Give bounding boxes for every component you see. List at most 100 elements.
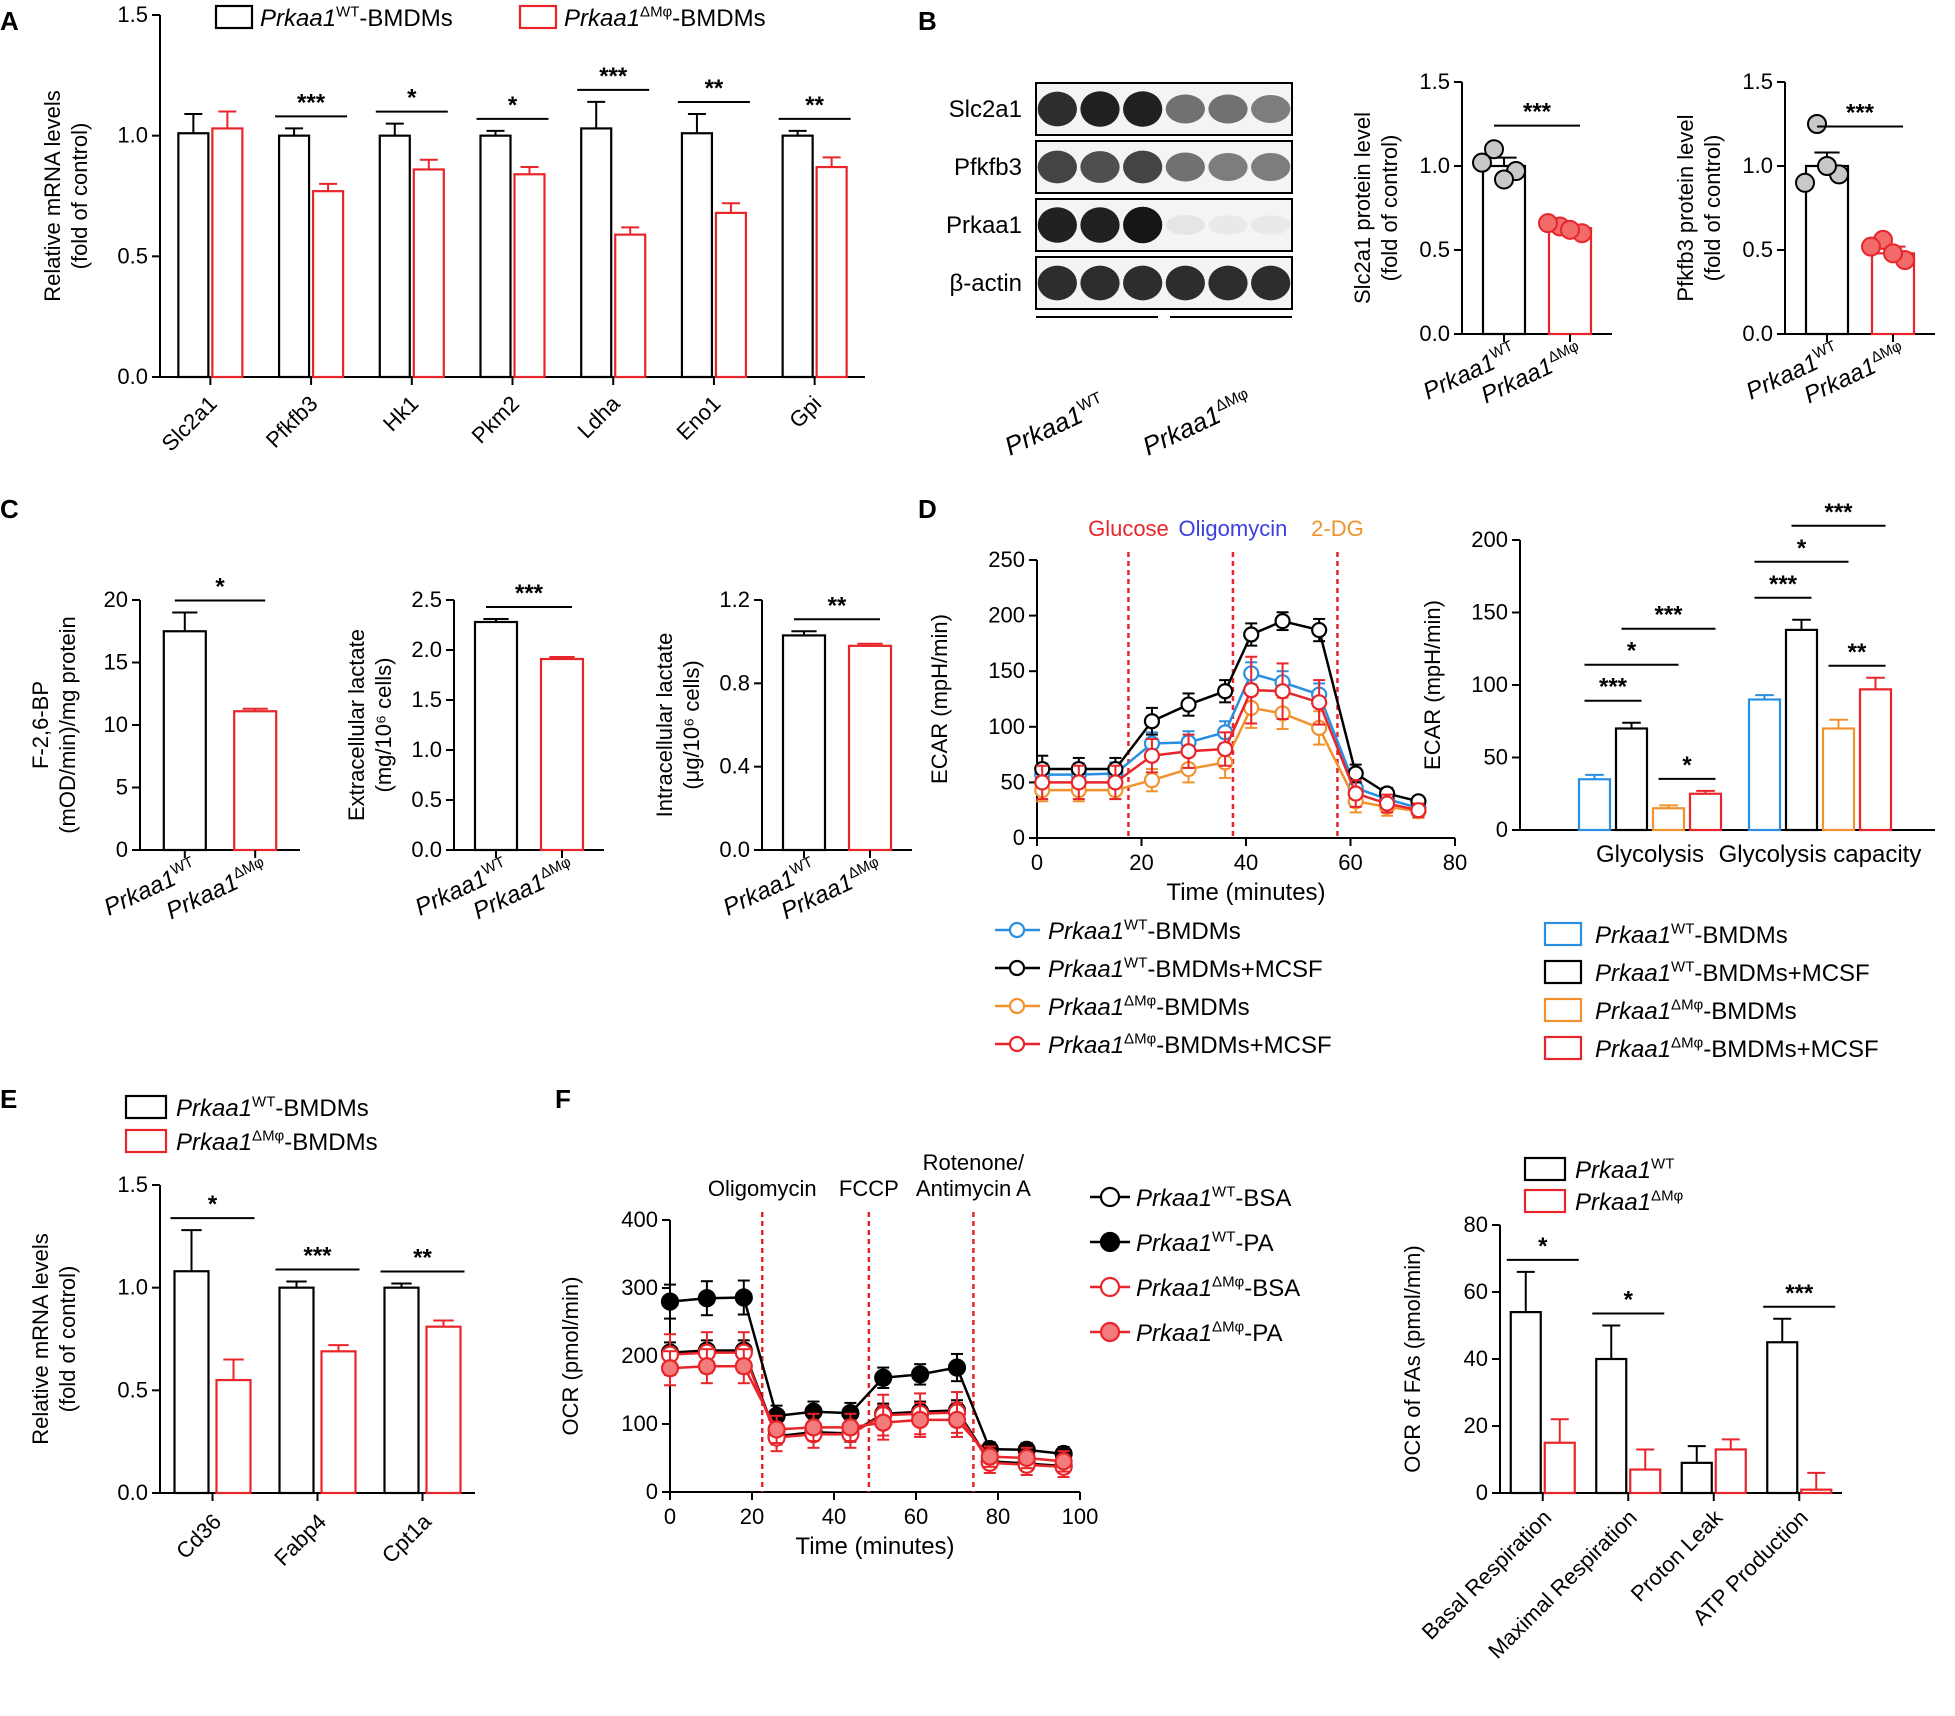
bar-proton-leak-1 xyxy=(1714,1448,1747,1495)
bar-fabp4-0 xyxy=(278,1286,315,1495)
data-point xyxy=(660,1292,680,1311)
blot-band xyxy=(1251,265,1291,301)
y-axis-label: (mg/10⁶ cells) xyxy=(371,658,396,793)
data-point xyxy=(1494,169,1514,190)
bar-pfkfb3-1 xyxy=(311,190,345,379)
bar-basal-respiration-0 xyxy=(1509,1310,1542,1495)
y-tick-label: 0.0 xyxy=(117,1480,148,1505)
panel-label-b: B xyxy=(918,6,937,36)
data-point xyxy=(1243,682,1260,699)
panel-label-d: D xyxy=(918,494,937,524)
bar-wt xyxy=(473,620,519,852)
y-tick-label: 50 xyxy=(1484,745,1508,770)
chart-d-ecar-summary: 0 50 100 150 200 ECAR (mpH/min) Glycolysis Glyc… xyxy=(1420,499,1935,1063)
data-point xyxy=(874,1413,893,1432)
blot-row-prkaa1 xyxy=(1035,198,1293,252)
legend-label: Prkaa1WT-BMDMs xyxy=(1595,920,1788,949)
bar-hk1-1 xyxy=(412,168,445,379)
data-point xyxy=(947,1410,967,1430)
y-tick-label: 40 xyxy=(1464,1346,1488,1371)
legend-label: Prkaa1WT-BMDMs xyxy=(176,1093,369,1122)
data-point xyxy=(1034,774,1051,791)
data-point xyxy=(874,1368,893,1387)
significance-label: * xyxy=(208,1191,218,1218)
y-tick-label: 200 xyxy=(988,603,1025,628)
x-tick-label: Pfkfb3 xyxy=(261,391,323,453)
x-tick-label: Fabp4 xyxy=(269,1509,331,1571)
legend-label: Prkaa1ΔMφ-BMDMs xyxy=(1595,996,1797,1025)
legend-marker xyxy=(1008,997,1026,1015)
blot-band xyxy=(1251,215,1291,235)
y-tick-label: 0 xyxy=(1496,817,1508,842)
data-point xyxy=(1538,213,1558,234)
series-line xyxy=(669,1296,1064,1456)
bar-pkm2-1 xyxy=(513,173,546,379)
blot-group-label: Prkaa1ΔMφ xyxy=(1138,385,1257,462)
bar-atp-production-1 xyxy=(1800,1488,1833,1495)
blot-row-pfkfb3 xyxy=(1035,140,1293,194)
bar-cpt1a-1 xyxy=(425,1325,462,1495)
y-axis-label: Relative mRNA levels xyxy=(40,90,65,302)
legend-marker xyxy=(1008,1035,1026,1053)
y-tick-label: 200 xyxy=(621,1343,658,1368)
y-tick-label: 0.0 xyxy=(411,837,442,862)
blot-band xyxy=(1165,215,1205,235)
y-tick-label: 0 xyxy=(1476,1480,1488,1505)
injection-label: Rotenone/ xyxy=(923,1150,1025,1175)
bar-cpt1a-0 xyxy=(383,1286,420,1495)
y-axis-label: (fold of control) xyxy=(1377,135,1402,282)
y-tick-label: 0.0 xyxy=(117,364,148,389)
x-tick-label: 80 xyxy=(1443,850,1467,875)
x-tick-label: Cpt1a xyxy=(377,1508,437,1568)
significance-label: ** xyxy=(413,1245,432,1272)
significance-label: ** xyxy=(805,92,824,119)
legend-label: Prkaa1WT-BMDMs+MCSF xyxy=(1595,958,1870,987)
y-axis-label: (fold of control) xyxy=(1700,135,1725,282)
y-tick-label: 1.0 xyxy=(411,737,442,762)
legend-swatch xyxy=(214,4,254,30)
y-tick-label: 1.5 xyxy=(117,2,148,27)
y-tick-label: 0.5 xyxy=(1419,237,1450,262)
blot-band xyxy=(1037,265,1077,301)
y-tick-label: 2.0 xyxy=(411,637,442,662)
bar-eno1-1 xyxy=(714,211,748,379)
significance-label: * xyxy=(215,574,225,601)
legend-marker xyxy=(1099,1186,1121,1208)
data-point xyxy=(1472,152,1492,173)
significance-label: *** xyxy=(1824,499,1853,526)
bar-glycolysis-1 xyxy=(1614,727,1649,832)
injection-label: Oligomycin xyxy=(1179,516,1288,541)
data-point xyxy=(910,1365,930,1384)
y-tick-label: 1.2 xyxy=(719,587,750,612)
x-tick-label: Eno1 xyxy=(671,391,725,445)
x-tick-label: Cd36 xyxy=(171,1509,226,1564)
legend-swatch xyxy=(1543,1035,1583,1061)
data-point xyxy=(910,1410,930,1430)
legend-swatch xyxy=(124,1094,168,1120)
data-point xyxy=(1107,774,1124,791)
panel-label-a: A xyxy=(0,6,19,36)
data-point xyxy=(1216,740,1234,758)
blot-band xyxy=(1080,91,1120,127)
blot-band xyxy=(1080,265,1120,301)
significance-label: *** xyxy=(1654,602,1683,629)
x-tick-label: Glycolysis xyxy=(1596,841,1704,868)
significance-label: * xyxy=(1624,1287,1634,1314)
y-tick-label: 100 xyxy=(621,1411,658,1436)
x-tick-label: 40 xyxy=(1234,850,1258,875)
blot-row-label: Prkaa1 xyxy=(946,212,1022,239)
blot-band xyxy=(1123,91,1163,127)
data-point xyxy=(1070,774,1087,791)
significance-label: *** xyxy=(1846,100,1875,127)
x-axis-label: Time (minutes) xyxy=(1166,879,1325,906)
legend-label: Prkaa1ΔMφ-BMDMs xyxy=(1048,992,1250,1021)
blot-row-label: Pfkfb3 xyxy=(954,154,1022,181)
y-axis-label: (fold of control) xyxy=(67,123,92,270)
blot-row-label: Slc2a1 xyxy=(949,96,1022,123)
x-tick-label: Maximal Respiration xyxy=(1483,1505,1642,1664)
panel-label-e: E xyxy=(0,1084,17,1114)
y-tick-label: 1.5 xyxy=(1419,69,1450,94)
data-point xyxy=(1410,802,1427,819)
significance-label: * xyxy=(1797,535,1807,562)
